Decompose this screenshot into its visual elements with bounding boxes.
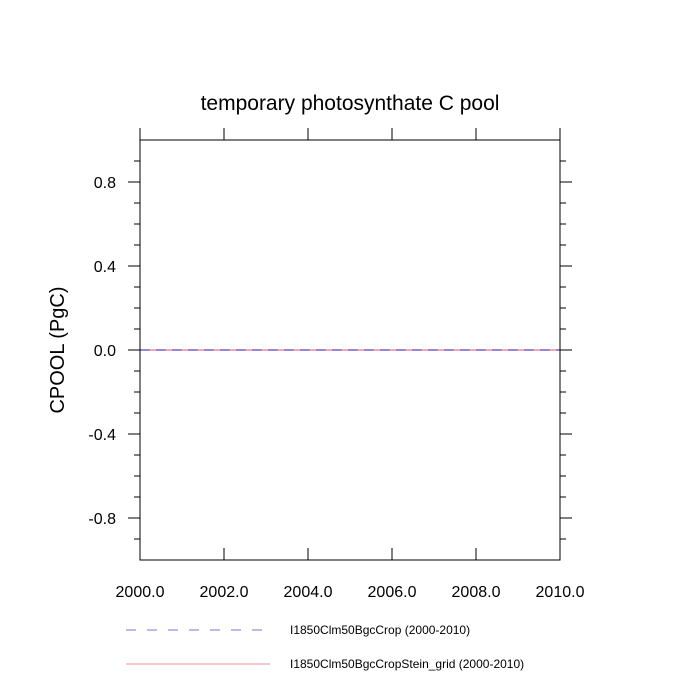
legend-entry: I1850Clm50BgcCropStein_grid (2000-2010): [290, 657, 524, 671]
y-tick-label: -0.8: [88, 511, 116, 528]
x-tick-label: 2010.0: [536, 584, 585, 601]
y-tick-label: 0.0: [94, 343, 116, 360]
y-tick-label: 0.4: [94, 259, 116, 276]
legend-entry: I1850Clm50BgcCrop (2000-2010): [290, 623, 470, 637]
minor-ticks: [134, 160, 566, 540]
y-tick-label: -0.4: [88, 427, 116, 444]
x-tick-label: 2008.0: [452, 584, 501, 601]
x-tick-label: 2004.0: [284, 584, 333, 601]
major-ticks: [128, 128, 572, 560]
tick-labels: 2000.0 2002.0 2004.0 2006.0 2008.0 2010.0 -0.8…: [88, 175, 584, 601]
plot-frame: [139, 139, 561, 561]
y-axis-label: CPOOL (PgC): [47, 286, 69, 413]
x-tick-label: 2000.0: [116, 584, 165, 601]
y-tick-label: 0.8: [94, 175, 116, 192]
x-tick-label: 2002.0: [200, 584, 249, 601]
x-tick-label: 2006.0: [368, 584, 417, 601]
chart-title: temporary photosynthate C pool: [201, 92, 500, 115]
legend: I1850Clm50BgcCrop (2000-2010) I1850Clm50B…: [126, 623, 524, 671]
